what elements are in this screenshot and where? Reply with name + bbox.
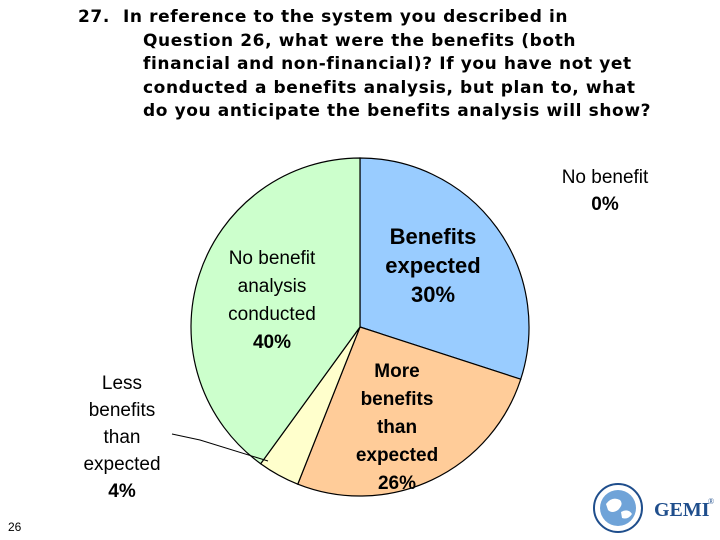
logo-mark: ® <box>708 497 714 506</box>
gemi-logo: GEMI ® <box>593 483 714 533</box>
question-line: conducted a benefits analysis, but plan … <box>143 77 636 98</box>
slice-label: No benefit analysis conducted 40% <box>228 248 316 353</box>
pie-slice <box>359 157 530 380</box>
question-line: Question 26, what were the benefits (bot… <box>143 30 577 51</box>
slice-label: Benefits expected 30% <box>385 224 480 307</box>
question-number: 27. <box>78 7 110 27</box>
pie-slice <box>190 157 361 465</box>
slide-number: 26 <box>8 520 22 534</box>
pie-slices <box>190 157 530 497</box>
question-text: 27. In reference to the system you descr… <box>78 6 714 124</box>
question-line: financial and non-financial)? If you hav… <box>143 54 632 74</box>
pie-slice <box>297 326 522 497</box>
slice-label: Less benefits than expected 4% <box>83 373 160 502</box>
leader-line <box>171 433 269 462</box>
pie-labels: No benefit 0% Benefits expected 30% More benef… <box>83 167 649 502</box>
question-line: In reference to the system you described… <box>122 7 569 27</box>
slice-label: More benefits than expected 26% <box>356 361 438 494</box>
question-line: do you anticipate the benefits analysis … <box>143 101 652 121</box>
slice-label: No benefit 0% <box>562 167 649 215</box>
logo-text: GEMI <box>654 499 710 521</box>
